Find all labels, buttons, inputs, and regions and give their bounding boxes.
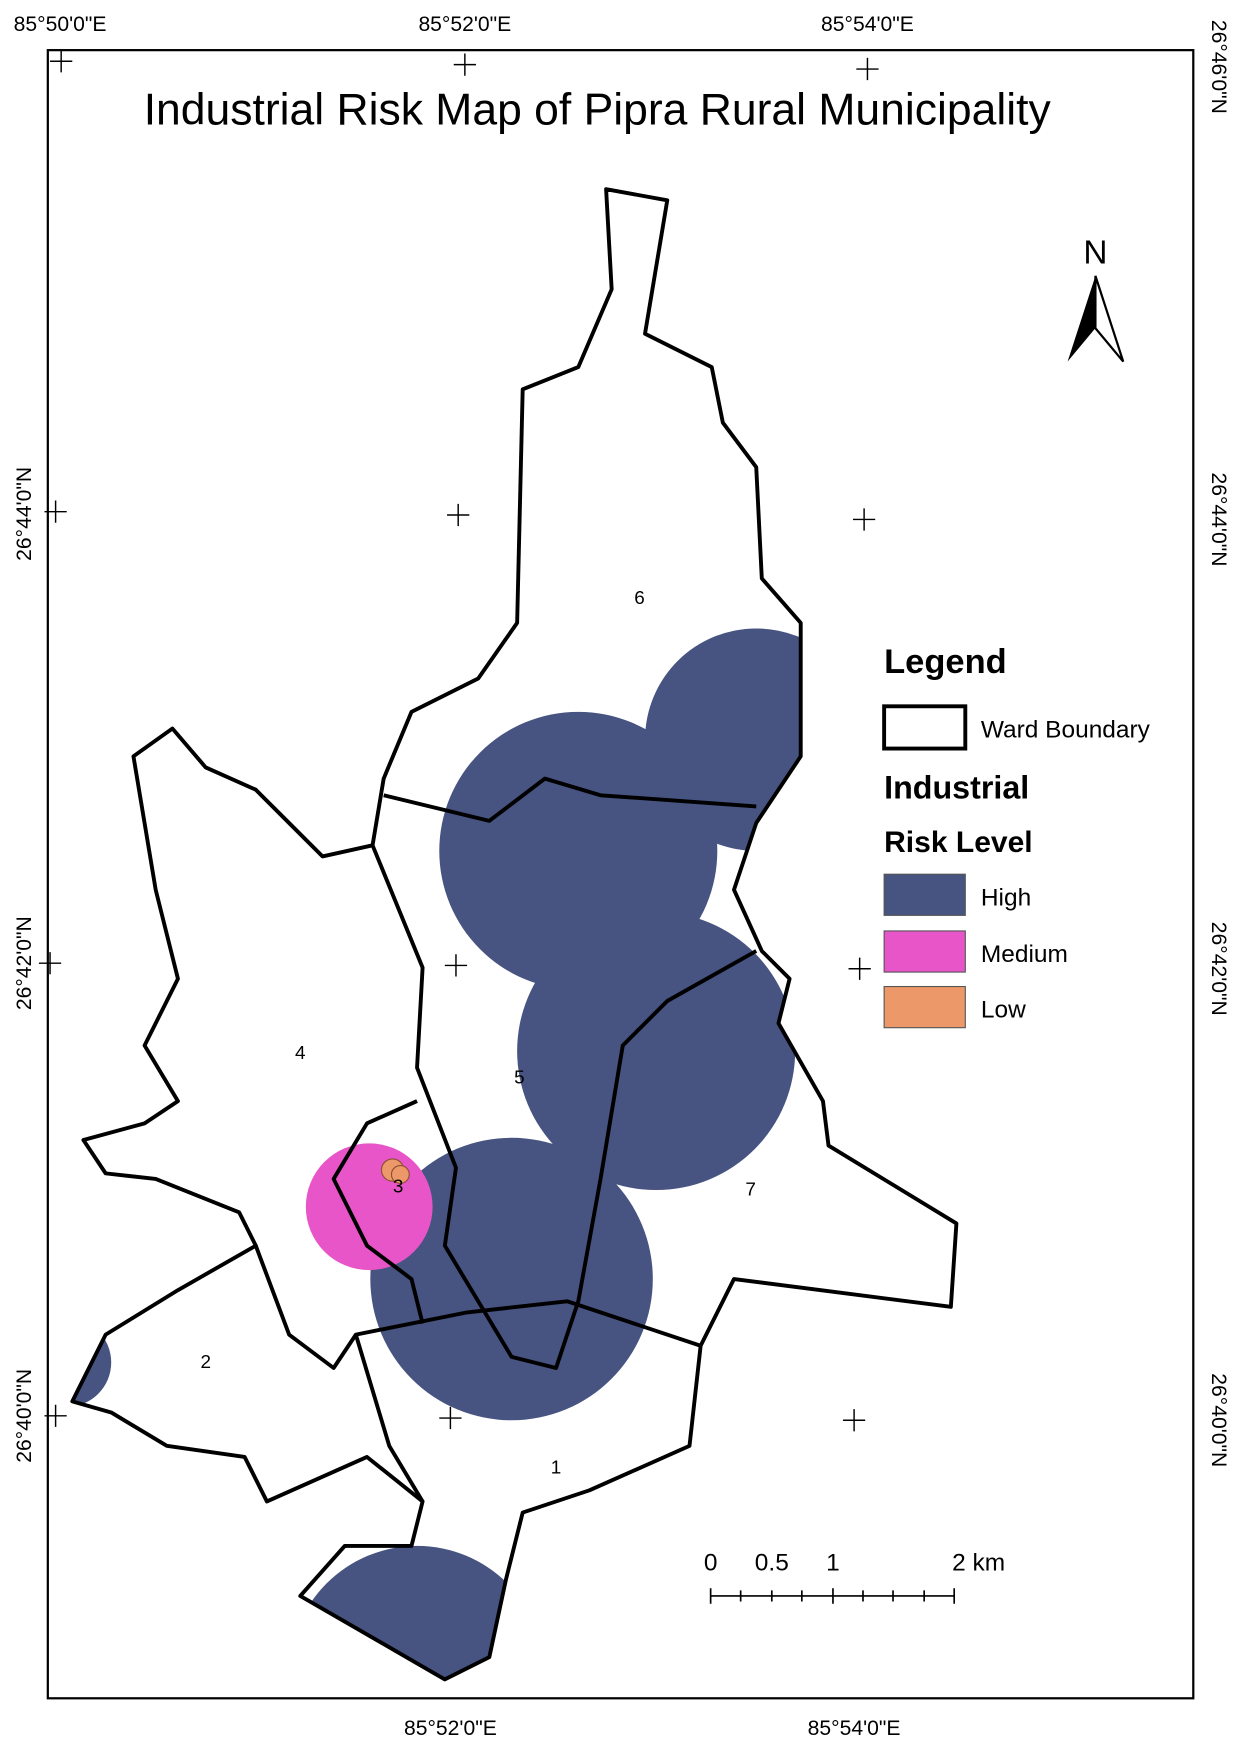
ward-label: 3 — [393, 1176, 404, 1197]
legend-subtitle: Industrial — [884, 770, 1029, 806]
map-title: Industrial Risk Map of Pipra Rural Munic… — [144, 86, 1052, 135]
ward-boundary — [354, 1334, 425, 1503]
legend-swatch — [882, 704, 968, 751]
coord-label: 85°52'0"E — [404, 1717, 497, 1740]
legend-swatch — [883, 873, 966, 916]
north-arrow-right — [1094, 275, 1125, 363]
high-zone — [517, 912, 796, 1191]
coord-label: 26°40'0"N — [13, 1369, 36, 1463]
coord-label: 26°44'0"N — [13, 467, 36, 561]
scale-label: 1 — [826, 1549, 840, 1576]
coord-label: 26°46'0"N — [1207, 20, 1230, 114]
north-label: N — [1083, 235, 1107, 272]
scale-label: 0.5 — [755, 1549, 789, 1576]
legend-label: Medium — [981, 941, 1068, 968]
ward-boundary — [383, 776, 757, 823]
legend-label: Low — [981, 997, 1026, 1024]
ward-boundary — [331, 1099, 425, 1324]
ward-label: 1 — [551, 1458, 562, 1479]
ward-label: 7 — [745, 1180, 756, 1201]
outer-boundary — [70, 187, 959, 1682]
scale-line — [709, 1588, 956, 1604]
coord-label: 85°54'0"E — [808, 1717, 901, 1740]
ward-label: 4 — [295, 1043, 306, 1064]
ward-boundary — [370, 844, 758, 1370]
high-zone — [370, 1137, 653, 1421]
north-arrow: N — [1067, 235, 1125, 363]
legend-label: Ward Boundary — [981, 716, 1151, 743]
ward-label: 5 — [514, 1067, 525, 1088]
scale-label: 2 km — [952, 1549, 1005, 1576]
scale-bar: 0 0.5 1 2 km — [704, 1549, 1005, 1604]
scale-label: 0 — [704, 1549, 718, 1576]
legend: Legend Ward Boundary Industrial Risk Lev… — [882, 643, 1151, 1029]
graticule — [38, 50, 879, 1432]
ward-label: 6 — [634, 588, 645, 609]
ward-label: 2 — [200, 1352, 211, 1373]
low-zone — [390, 1165, 410, 1184]
legend-swatch — [883, 930, 966, 973]
coord-label: 85°50'0"E — [14, 13, 107, 36]
legend-swatch — [883, 985, 966, 1029]
coord-label: 26°42'0"N — [13, 916, 36, 1010]
legend-title: Legend — [884, 643, 1007, 681]
ward-boundaries — [70, 187, 959, 1682]
coord-label: 26°42'0"N — [1207, 922, 1230, 1016]
medium-zone — [305, 1143, 433, 1271]
coord-label: 26°40'0"N — [1207, 1373, 1230, 1467]
legend-label: High — [981, 884, 1031, 911]
coord-label: 85°54'0"E — [821, 13, 914, 36]
coord-label: 26°44'0"N — [1207, 472, 1230, 566]
coord-label: 85°52'0"E — [418, 13, 511, 36]
graticule-cross — [38, 50, 879, 1432]
north-arrow-left — [1067, 275, 1096, 362]
legend-subtitle: Risk Level — [884, 826, 1032, 859]
